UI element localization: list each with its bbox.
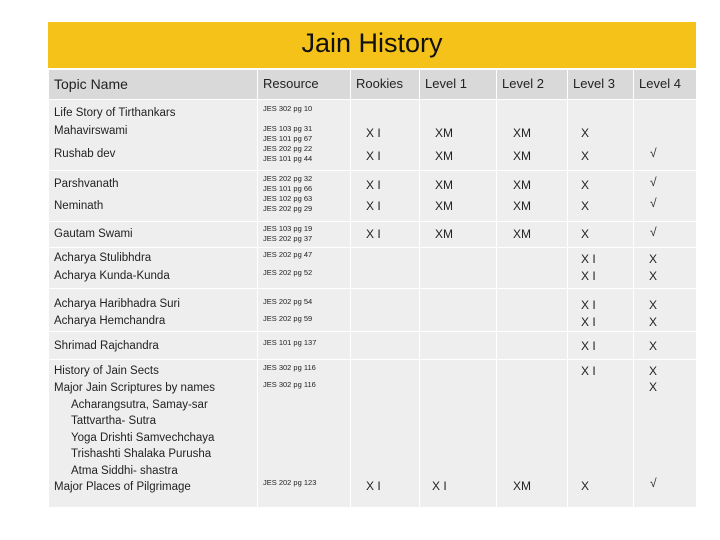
mark: X — [581, 178, 590, 192]
topic-name: Acharya Hemchandra — [54, 315, 166, 327]
check-mark: √ — [650, 175, 657, 189]
topic-name: Parshvanath — [54, 178, 119, 190]
mark: X I — [581, 339, 596, 353]
topic-name: Acharya Stulibhdra — [54, 252, 152, 264]
resource-ref: JES 302 pg 116 — [263, 363, 316, 372]
resource-ref: JES 103 pg 19 — [263, 224, 313, 233]
topic-name: Acharya Kunda-Kunda — [54, 270, 170, 282]
header-row: Topic Name Resource Rookies Level 1 Leve… — [48, 69, 697, 100]
mark: X I — [366, 479, 381, 493]
table-row: Life Story of Tirthankars Mahavirswami R… — [48, 99, 697, 171]
resource-ref: JES 302 pg 116 — [263, 380, 316, 389]
topic-name: Rushab dev — [54, 148, 116, 160]
table-row: Acharya Haribhadra Suri Acharya Hemchand… — [48, 288, 697, 332]
mark: XM — [513, 149, 531, 163]
mark: X — [649, 315, 658, 329]
header-topic: Topic Name — [48, 69, 258, 100]
table-row: Acharya Stulibhdra Acharya Kunda-Kunda J… — [48, 247, 697, 289]
table-row: Parshvanath Neminath JES 202 pg 32 JES 1… — [48, 170, 697, 222]
header-level1: Level 1 — [419, 69, 497, 100]
mark: X I — [581, 252, 596, 266]
check-mark: √ — [650, 146, 657, 160]
mark: X I — [581, 364, 596, 378]
mark: XM — [513, 126, 531, 140]
resource-ref: JES 101 pg 67 — [263, 134, 313, 143]
title-band — [48, 22, 696, 68]
mark: X — [649, 380, 658, 394]
mark: X I — [581, 315, 596, 329]
mark: XM — [513, 199, 531, 213]
topic-name: Gautam Swami — [54, 228, 133, 240]
topic-name: Acharangsutra, Samay-sar — [71, 399, 208, 411]
mark: X — [581, 199, 590, 213]
mark: XM — [435, 149, 453, 163]
mark: X — [581, 479, 590, 493]
mark: X — [649, 339, 658, 353]
table-row: History of Jain Sects Major Jain Scriptu… — [48, 359, 697, 508]
resource-ref: JES 101 pg 137 — [263, 338, 317, 347]
mark: XM — [435, 227, 453, 241]
mark: X I — [581, 269, 596, 283]
topic-name: Shrimad Rajchandra — [54, 340, 159, 352]
table-row: Gautam Swami JES 103 pg 19 JES 202 pg 37… — [48, 221, 697, 248]
header-resource: Resource — [257, 69, 351, 100]
mark: X I — [432, 479, 447, 493]
header-level2: Level 2 — [496, 69, 568, 100]
topic-name: Atma Siddhi- shastra — [71, 465, 178, 477]
resource-ref: JES 202 pg 37 — [263, 234, 313, 243]
mark: XM — [435, 126, 453, 140]
topic-name: Tattvartha- Sutra — [71, 415, 157, 427]
curriculum-table: Topic Name Resource Rookies Level 1 Leve… — [48, 69, 697, 508]
mark: X — [581, 227, 590, 241]
mark: X I — [366, 227, 381, 241]
resource-ref: JES 202 pg 54 — [263, 297, 313, 306]
resource-ref: JES 202 pg 47 — [263, 250, 313, 259]
check-mark: √ — [650, 196, 657, 210]
resource-ref: JES 202 pg 52 — [263, 268, 313, 277]
resource-ref: JES 202 pg 22 — [263, 144, 313, 153]
resource-ref: JES 103 pg 31 — [263, 124, 313, 133]
table-row: Shrimad Rajchandra JES 101 pg 137 X I X — [48, 331, 697, 360]
mark: X I — [581, 298, 596, 312]
topic-name: Major Places of Pilgrimage — [54, 481, 191, 493]
resource-ref: JES 202 pg 59 — [263, 314, 313, 323]
mark: X — [649, 269, 658, 283]
header-rookies: Rookies — [350, 69, 420, 100]
mark: X I — [366, 149, 381, 163]
mark: XM — [435, 178, 453, 192]
topic-name: Life Story of Tirthankars — [54, 107, 176, 119]
resource-ref: JES 202 pg 29 — [263, 204, 313, 213]
page-title: Jain History — [301, 28, 443, 58]
mark: X — [649, 252, 658, 266]
mark: X I — [366, 178, 381, 192]
topic-name: Neminath — [54, 200, 104, 212]
mark: X — [581, 126, 590, 140]
resource-ref: JES 202 pg 123 — [263, 478, 317, 487]
mark: X — [649, 298, 658, 312]
mark: XM — [513, 227, 531, 241]
topic-name: Trishashti Shalaka Purusha — [71, 448, 212, 460]
resource-ref: JES 101 pg 44 — [263, 154, 313, 163]
header-level4: Level 4 — [633, 69, 697, 100]
header-level3: Level 3 — [567, 69, 634, 100]
mark: XM — [435, 199, 453, 213]
resource-ref: JES 202 pg 32 — [263, 174, 313, 183]
mark: X — [649, 364, 658, 378]
topic-name: Mahavirswami — [54, 125, 128, 137]
mark: XM — [513, 479, 531, 493]
mark: X I — [366, 199, 381, 213]
resource-ref: JES 102 pg 63 — [263, 194, 313, 203]
topic-name: History of Jain Sects — [54, 365, 159, 377]
topic-name: Acharya Haribhadra Suri — [54, 298, 180, 310]
check-mark: √ — [650, 476, 657, 490]
resource-ref: JES 101 pg 66 — [263, 184, 313, 193]
resource-ref: JES 302 pg 10 — [263, 104, 313, 113]
mark: XM — [513, 178, 531, 192]
mark: X I — [366, 126, 381, 140]
topic-name: Major Jain Scriptures by names — [54, 382, 216, 394]
check-mark: √ — [650, 225, 657, 239]
mark: X — [581, 149, 590, 163]
topic-name: Yoga Drishti Samvechchaya — [71, 432, 215, 444]
